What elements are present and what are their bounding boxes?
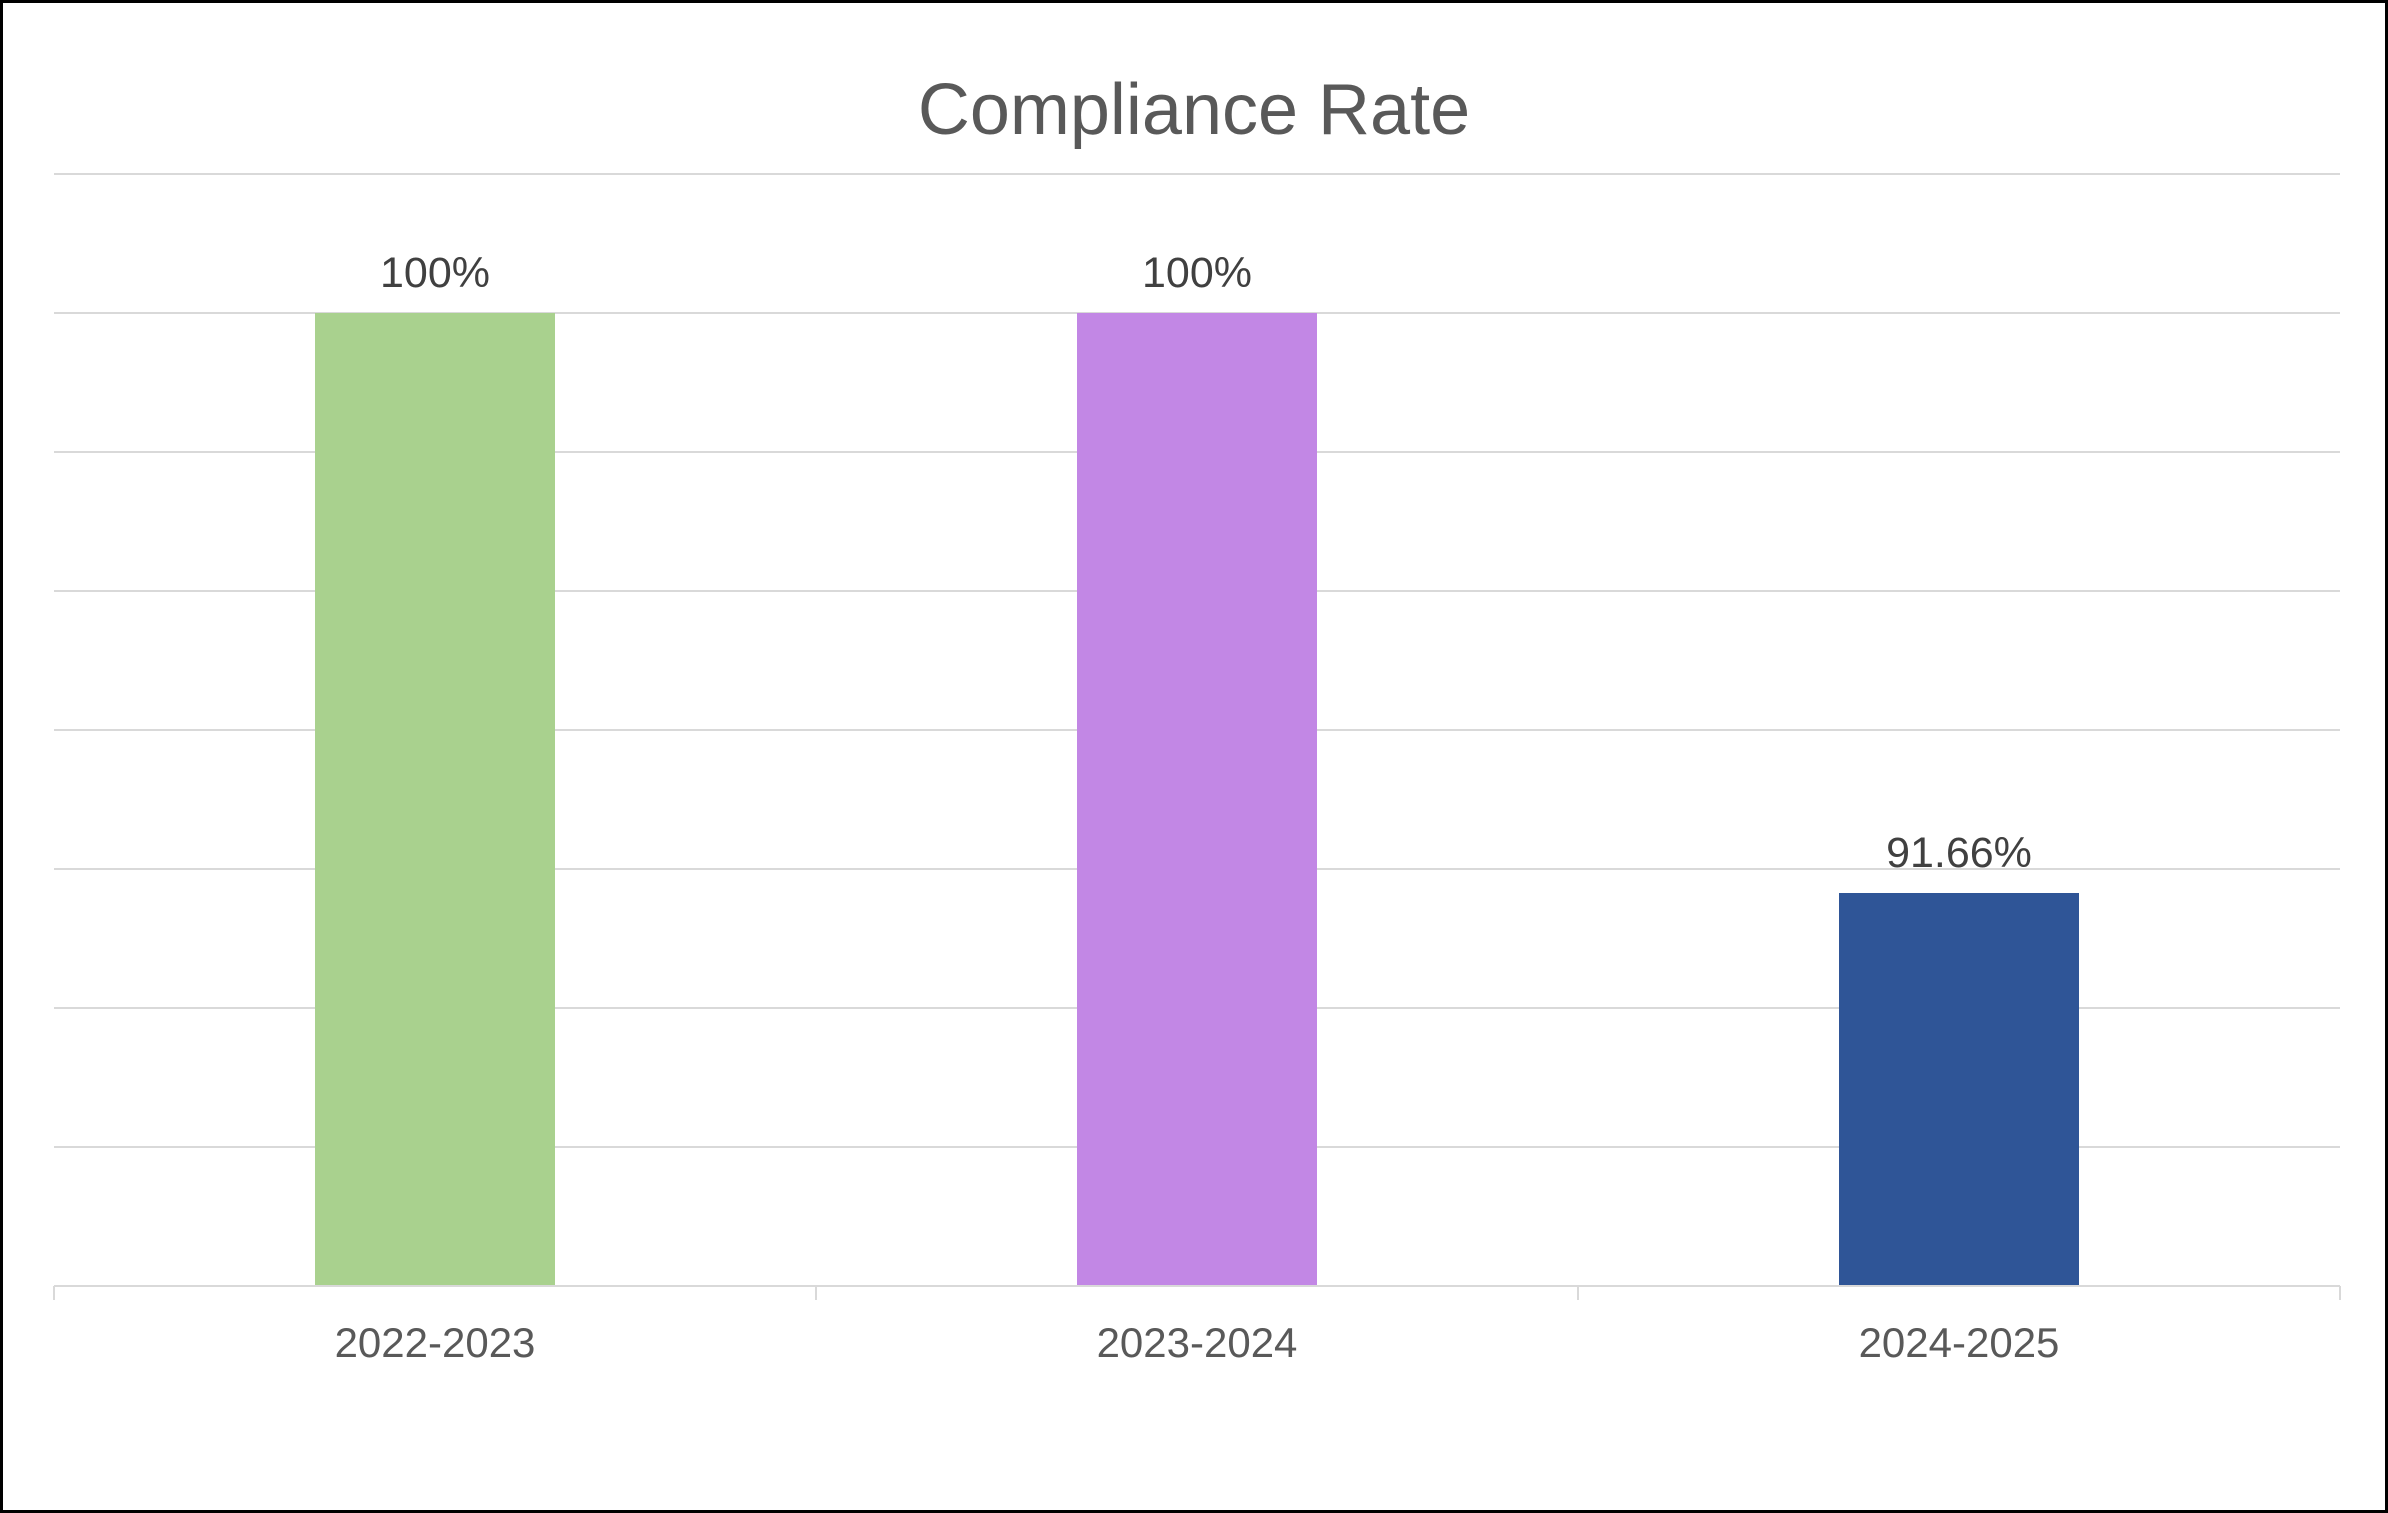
x-tick [53, 1286, 55, 1300]
x-axis-label: 2024-2025 [1858, 1319, 2060, 1366]
bar [1839, 892, 2079, 1286]
bar [1077, 313, 1317, 1286]
bar-value-label: 91.66% [1886, 828, 2032, 877]
plot-area: 100% 2022-2023 100% 2023-2024 91.66% 2024-202… [53, 173, 2341, 1364]
x-tick [1576, 1286, 1579, 1300]
bar-value-label: 100% [380, 249, 490, 297]
bar-column: 100% 2022-2023 [54, 174, 816, 1364]
x-axis-line [54, 1285, 2340, 1287]
chart-title: Compliance Rate [917, 70, 1471, 150]
bar-column: 91.66% 2024-2025 [1578, 174, 2340, 1364]
x-tick [2339, 1286, 2341, 1300]
x-axis-label: 2022-2023 [334, 1319, 536, 1366]
bar-column: 100% 2023-2024 [816, 174, 1578, 1364]
bar [315, 313, 555, 1286]
gridline [54, 173, 2340, 175]
x-tick [814, 1286, 817, 1300]
x-axis-label: 2023-2024 [1096, 1319, 1298, 1366]
bar-value-label: 100% [1142, 249, 1252, 297]
